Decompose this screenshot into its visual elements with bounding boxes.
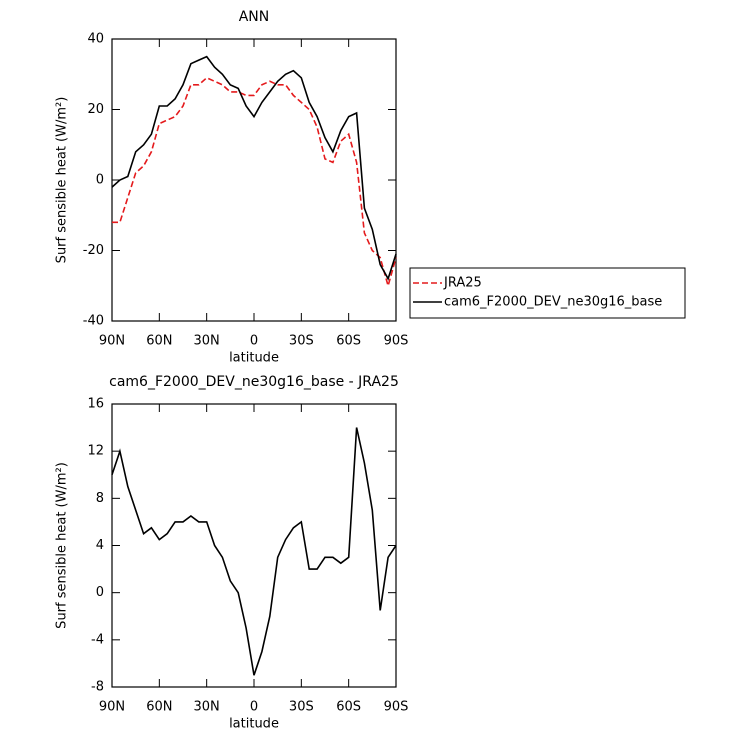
chart-title: ANN xyxy=(239,9,270,25)
y-tick-label: -40 xyxy=(83,314,104,329)
x-tick-label: 30S xyxy=(289,700,314,715)
x-tick-label: 30S xyxy=(289,334,314,349)
chart-title: cam6_F2000_DEV_ne30g16_base - JRA25 xyxy=(109,374,399,390)
y-tick-label: -4 xyxy=(91,632,104,647)
x-tick-label: 30N xyxy=(194,334,220,349)
x-tick-label: 90S xyxy=(384,700,409,715)
data-line xyxy=(112,76,397,289)
y-axis-label: Surf sensible heat (W/m²) xyxy=(55,97,70,264)
y-tick-label: 0 xyxy=(96,173,104,188)
data-line xyxy=(111,55,397,281)
x-tick-label: 90N xyxy=(99,334,125,349)
y-tick-label: -20 xyxy=(83,243,104,258)
y-tick-label: 12 xyxy=(87,444,104,459)
y-axis-label: Surf sensible heat (W/m²) xyxy=(55,462,70,629)
legend-label: cam6_F2000_DEV_ne30g16_base xyxy=(444,295,662,310)
x-tick-label: 0 xyxy=(250,334,258,349)
plot-frame xyxy=(111,38,397,322)
x-tick-label: 30N xyxy=(194,700,220,715)
y-tick-label: 0 xyxy=(96,585,104,600)
x-tick-label: 60S xyxy=(336,334,361,349)
y-tick-label: 40 xyxy=(87,32,104,47)
x-tick-label: 0 xyxy=(250,700,258,715)
x-tick-label: 90N xyxy=(99,700,125,715)
plot-frame xyxy=(111,403,397,688)
y-tick-label: 4 xyxy=(96,538,104,553)
x-tick-label: 60N xyxy=(146,334,172,349)
x-tick-label: 90S xyxy=(384,334,409,349)
legend-box xyxy=(409,267,686,319)
legend-label: JRA25 xyxy=(443,276,482,291)
y-tick-label: -8 xyxy=(91,680,104,695)
y-tick-label: 16 xyxy=(87,397,104,412)
x-axis-label: latitude xyxy=(229,717,279,732)
x-tick-label: 60N xyxy=(146,700,172,715)
y-tick-label: 20 xyxy=(87,102,104,117)
y-tick-label: 8 xyxy=(96,491,104,506)
data-line xyxy=(111,427,397,676)
x-axis-label: latitude xyxy=(229,351,279,366)
x-tick-label: 60S xyxy=(336,700,361,715)
